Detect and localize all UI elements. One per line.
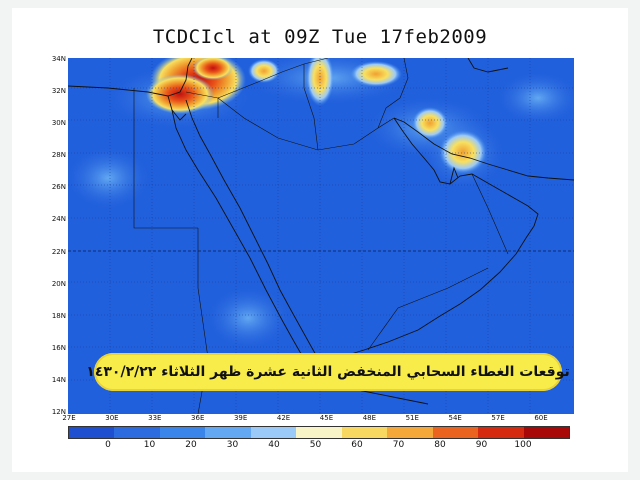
colorbar-cell xyxy=(114,427,160,438)
colorbar-cell xyxy=(478,427,524,438)
map-title: TCDCIcl at 09Z Tue 17feb2009 xyxy=(152,26,488,48)
colorbar-tick-label: 100 xyxy=(514,440,532,450)
lat-label: 16N xyxy=(51,343,66,352)
lon-label: 51E xyxy=(405,414,419,422)
lon-label: 27E xyxy=(62,414,76,422)
lat-label: 22N xyxy=(51,247,66,256)
lon-label: 45E xyxy=(319,414,334,422)
lon-label: 39E xyxy=(233,414,248,422)
lon-label: 30E xyxy=(105,414,119,422)
colorbar-tick-label: 10 xyxy=(143,440,156,450)
colorbar-cell xyxy=(387,427,433,438)
colorbar-cell xyxy=(296,427,342,438)
colorbar-cell xyxy=(159,427,206,438)
lat-label: 24N xyxy=(51,215,66,224)
lat-label: 26N xyxy=(51,183,66,192)
lon-label: 54E xyxy=(448,414,462,422)
lat-label: 28N xyxy=(51,151,66,160)
lat-label: 14N xyxy=(51,375,66,384)
lon-label: 57E xyxy=(491,414,505,422)
colorbar-cell xyxy=(69,427,115,438)
colorbar-cell xyxy=(523,427,569,438)
colorbar-tick-label: 70 xyxy=(392,440,405,450)
colorbar-tick-label: 50 xyxy=(309,440,322,450)
colorbar-cell xyxy=(250,427,297,438)
cloud-hotspots xyxy=(146,58,487,174)
lon-label: 60E xyxy=(534,414,548,422)
colorbar-tick-label: 30 xyxy=(226,440,239,450)
colorbar-cell xyxy=(432,427,479,438)
colorbar xyxy=(68,426,570,439)
colorbar-tick-label: 40 xyxy=(268,440,280,450)
lon-label: 33E xyxy=(148,414,162,422)
lat-label: 18N xyxy=(51,311,66,320)
cloud-cover-map xyxy=(68,58,574,414)
colorbar-cell xyxy=(341,427,388,438)
lat-label: 30N xyxy=(51,119,66,128)
colorbar-tick-label: 90 xyxy=(475,440,488,450)
arabic-caption-banner: توقعات الغطاء السحابي المنخفض الثانية عش… xyxy=(86,353,570,391)
lat-label: 20N xyxy=(51,279,66,288)
lon-label: 48E xyxy=(362,414,377,422)
lat-label: 32N xyxy=(51,87,66,96)
map-canvas xyxy=(68,58,574,414)
lat-label: 34N xyxy=(51,55,66,63)
colorbar-tick-label: 80 xyxy=(434,440,446,450)
lon-label: 36E xyxy=(191,414,205,422)
colorbar-tick-label: 0 xyxy=(105,440,111,450)
lon-label: 42E xyxy=(276,414,291,422)
lat-label: 12N xyxy=(51,408,66,416)
colorbar-tick-label: 60 xyxy=(351,440,363,450)
colorbar-cell xyxy=(205,427,251,438)
caption-text: توقعات الغطاء السحابي المنخفض الثانية عش… xyxy=(86,364,570,380)
colorbar-tick-label: 20 xyxy=(185,440,197,450)
